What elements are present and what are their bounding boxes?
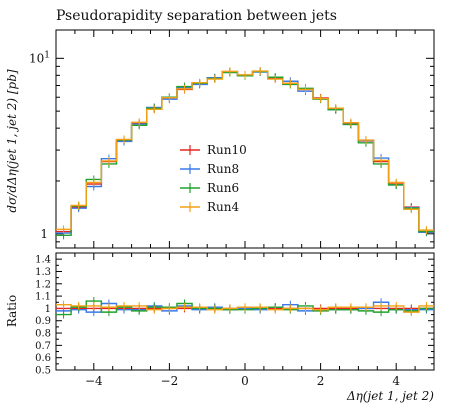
- x-tick-label: −4: [85, 374, 103, 388]
- ratio-panel: 0.5 0.60.70.8 0.911.1 1.21.31.4: [35, 252, 435, 377]
- ratio-tick-label: 1.2: [35, 279, 51, 290]
- x-tick-label: 4: [392, 374, 400, 388]
- legend: Run10 Run8 Run6 Run4: [180, 143, 247, 214]
- ratio-tick-label: 0.8: [35, 329, 51, 340]
- legend-label-run4: Run4: [207, 200, 239, 214]
- ratio-tick-label: 1.3: [35, 267, 51, 278]
- ratio-tick-label: 1.4: [35, 255, 51, 266]
- chart-title: Pseudorapidity separation between jets: [56, 8, 337, 24]
- ratio-tick-label: 0.6: [35, 353, 51, 364]
- x-axis-label: Δη(jet 1, jet 2): [346, 389, 434, 403]
- legend-label-run8: Run8: [207, 162, 239, 176]
- ratio-axis-label: Ratio: [5, 295, 19, 327]
- x-tick-label: 0: [241, 374, 249, 388]
- x-tick-labels: −4 −2 0 2 4: [85, 374, 400, 388]
- ratio-tick-label: 1.1: [35, 292, 51, 303]
- ratio-line-run6: [56, 300, 434, 316]
- x-tick-label: 2: [317, 374, 325, 388]
- ratio-line-run4: [56, 304, 434, 313]
- legend-label-run10: Run10: [207, 143, 247, 157]
- main-axis-ticks: 1 101: [29, 30, 435, 248]
- main-series-group: [56, 67, 434, 240]
- legend-label-run6: Run6: [207, 181, 239, 195]
- ratio-tick-label: 0.7: [35, 341, 51, 352]
- y-axis-label: dσ/dΔη(jet 1, jet 2) [pb]: [5, 69, 19, 212]
- y-tick-label: 101: [29, 50, 50, 65]
- x-tick-label: −2: [161, 374, 179, 388]
- ratio-tick-label: 0.9: [35, 316, 51, 327]
- ratio-series-group: [56, 297, 434, 319]
- ratio-axis-ticks: 0.5 0.60.70.8 0.911.1 1.21.31.4: [35, 253, 435, 377]
- main-plot-frame: [55, 29, 435, 249]
- ratio-tick-label: 0.5: [35, 366, 51, 377]
- main-panel: 1 101: [29, 29, 435, 249]
- y-tick-label: 1: [40, 227, 48, 241]
- ratio-tick-label: 1: [45, 304, 51, 315]
